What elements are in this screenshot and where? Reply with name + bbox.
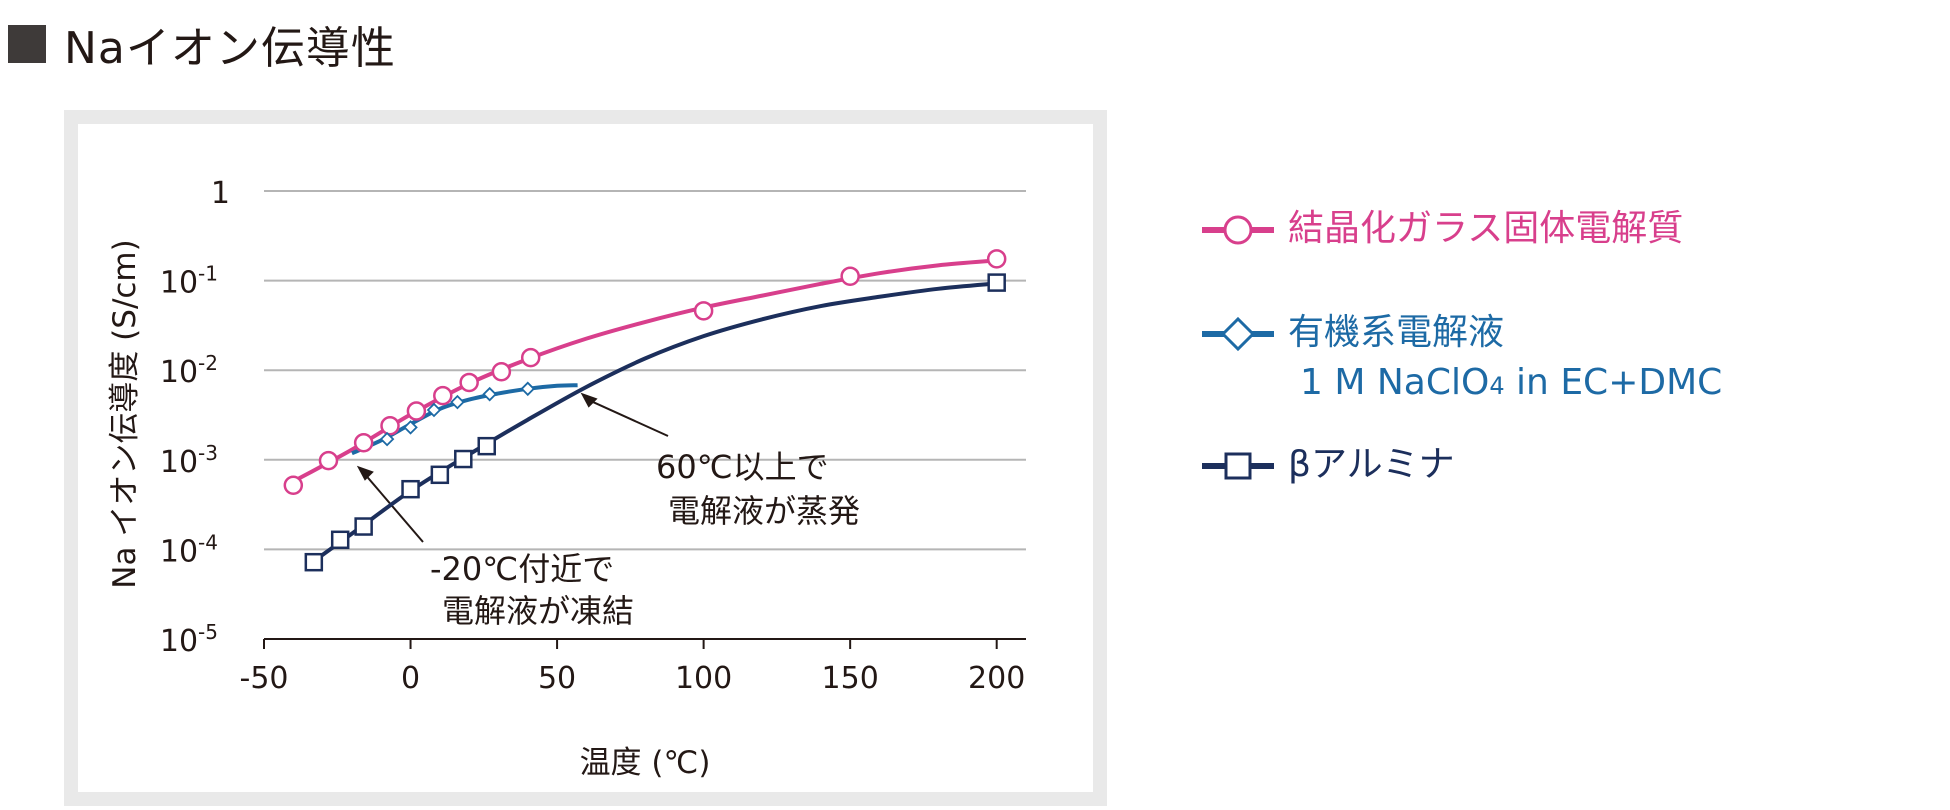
annotation-60c-line2: 電解液が蒸発 [668,492,860,530]
data-point-square [354,517,373,536]
data-point-diamond [403,420,418,435]
data-point-circle [283,475,304,495]
data-point-square [430,465,450,485]
y-tick-label: 10-1 [160,262,218,301]
x-tick-label: 100 [675,661,732,696]
data-point-square [304,552,324,572]
legend-label-line2-main: 1 M NaClO [1300,362,1490,403]
x-tick-label: -50 [240,661,289,696]
data-point-circle [840,266,860,286]
legend-marker-square-icon [1202,452,1274,480]
data-point-diamond [482,386,497,402]
chart-panel: 1 10-1 10-2 10-3 10-4 10-5 -50 0 50 100 150 200 温度 (… [64,110,1107,806]
data-point-circle [459,372,479,393]
data-point-square [987,273,1006,292]
legend-diamond [1220,316,1256,352]
y-tick-label: 10-5 [160,620,218,659]
legend: 結晶化ガラス固体電解質 有機系電解液 1 M NaClO4 in EC+DMC … [1200,200,1940,490]
legend-label: 結晶化ガラス固体電解質 [1288,208,1684,249]
annotation-arrowhead [580,392,598,408]
data-point-circle [491,362,512,382]
data-point-circle [693,301,714,321]
y-tick-label: 10-2 [160,351,218,390]
data-point-square [454,449,473,469]
data-point-circle [433,385,453,406]
legend-marker-diamond-icon [1202,316,1274,352]
legend-label-line2-rest: in EC+DMC [1504,362,1723,403]
y-tick-base: 10 [160,624,198,659]
legend-item-organic: 有機系電解液 1 M NaClO4 in EC+DMC [1200,304,1940,436]
annotation-minus20c-line1: -20℃付近で [430,550,614,588]
data-point-diamond [379,431,395,447]
y-tick-label: 1 [211,176,230,211]
y-tick-exponent: -4 [198,530,218,554]
y-axis-title: Na イオン伝導度 (S/cm) [107,239,143,588]
legend-marker-circle-icon [1202,215,1274,245]
data-point-circle [318,450,339,471]
series-line-crystallized [289,258,997,485]
y-tick-base: 10 [160,266,198,301]
y-tick-exponent: -2 [198,351,218,375]
y-tick-base: 10 [160,534,198,569]
data-point-square [330,530,350,550]
x-tick-label: 50 [538,661,576,696]
data-point-circle [520,347,541,368]
annotation-arrow-line [587,398,669,437]
legend-item-alumina: βアルミナ [1200,436,1940,490]
y-tick-base: 10 [160,355,198,390]
data-point-diamond [450,394,465,410]
annotation-minus20c-line2: 電解液が凍結 [442,592,634,630]
legend-label-line2-sub: 4 [1489,372,1505,400]
legend-circle [1223,215,1253,245]
x-tick-label: 150 [822,661,879,696]
legend-square [1224,452,1252,480]
x-tick-label: 0 [401,661,420,696]
data-point-circle [353,432,374,453]
chart-heading: Naイオン伝導性 [8,14,396,74]
y-tick-exponent: -1 [198,262,218,286]
y-tick-label: 10-4 [160,530,218,569]
legend-item-crystallized: 結晶化ガラス固体電解質 [1200,200,1940,304]
x-axis-title: 温度 (℃) [580,745,711,781]
y-tick-exponent: -5 [198,620,218,644]
data-point-circle [380,415,400,436]
data-point-diamond [520,381,536,397]
x-tick-label: 200 [968,661,1025,696]
y-tick-label: 10-3 [160,441,218,480]
data-point-square [477,436,496,456]
heading-text: Naイオン伝導性 [64,23,396,74]
heading-square-icon [8,25,46,63]
y-tick-base: 10 [160,445,198,480]
data-point-circle [986,249,1007,269]
annotation-arrow-line [362,471,424,543]
data-point-diamond [426,402,442,418]
y-tick-exponent: -3 [198,441,218,465]
legend-label: βアルミナ [1288,444,1455,485]
data-point-circle [406,401,427,421]
legend-label-line2: 1 M NaClO4 in EC+DMC [1300,360,1722,409]
annotation-60c-line1: 60℃以上で [656,448,829,486]
chart-area: 1 10-1 10-2 10-3 10-4 10-5 -50 0 50 100 150 200 温度 (… [78,124,1093,792]
legend-label: 有機系電解液 [1288,312,1505,353]
annotation-arrowhead [356,465,374,481]
data-point-square [401,479,420,499]
